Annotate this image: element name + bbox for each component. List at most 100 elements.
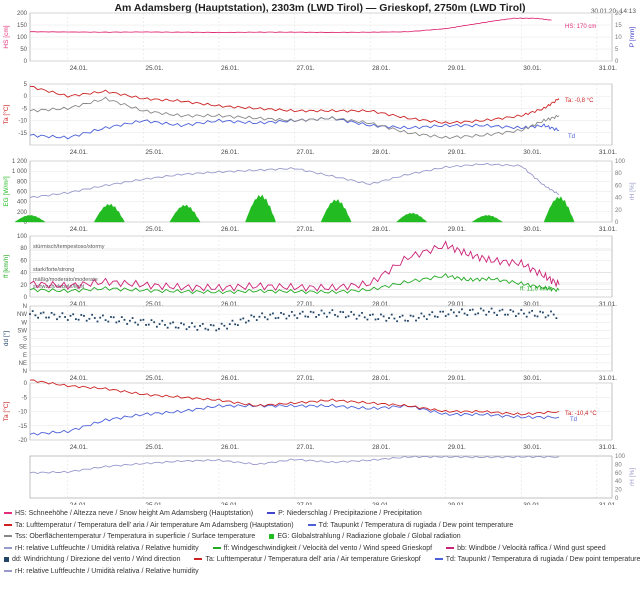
direction-point [45, 316, 48, 319]
direction-point [120, 316, 123, 319]
y-tick-label: -5 [22, 106, 28, 112]
direction-point [412, 315, 415, 318]
y-tick-label: -10 [18, 119, 27, 125]
y-tick-label: 40 [20, 271, 27, 277]
direction-point [358, 314, 361, 317]
y-axis-label: HS [cm] [3, 25, 10, 48]
direction-point [29, 313, 31, 316]
direction-point [471, 308, 474, 311]
x-tick-label: 30.01. [523, 65, 541, 72]
x-tick-label: 27.01. [297, 149, 315, 156]
direction-point [523, 312, 525, 315]
direction-point [404, 319, 407, 322]
x-tick-label: 25.01. [145, 301, 163, 308]
x-tick-label: 29.01. [448, 226, 466, 233]
direction-point [104, 319, 107, 322]
series-line-td-2 [29, 403, 560, 436]
y-tick-label-right: 60 [615, 471, 622, 477]
legend-item-td: Td: Taupunkt / Temperatura di rugiada / … [434, 556, 640, 563]
direction-point [272, 312, 274, 315]
direction-point [377, 318, 380, 320]
x-tick-label: 28.01. [372, 65, 390, 72]
direction-point [91, 313, 93, 316]
x-tick-label: 24.01. [70, 226, 88, 233]
x-tick-label: 29.01. [448, 444, 466, 451]
x-tick-label: 28.01. [372, 226, 390, 233]
y-tick-label: 0 [24, 295, 28, 301]
direction-point [461, 308, 463, 311]
direction-point [204, 327, 207, 330]
x-tick-label: 26.01. [221, 301, 239, 308]
direction-point [299, 312, 301, 315]
direction-point [50, 311, 53, 314]
y-tick-label: S [23, 337, 27, 343]
direction-point [215, 329, 218, 332]
x-tick-label: 24.01. [70, 65, 88, 72]
direction-point [85, 319, 88, 322]
direction-point [447, 313, 450, 316]
direction-point [77, 318, 80, 321]
direction-point [450, 308, 453, 311]
x-tick-label: 31.01. [599, 301, 617, 308]
panel-frame-rh2 [29, 455, 613, 499]
direction-point [347, 315, 350, 318]
direction-point [293, 314, 296, 317]
direction-point [331, 309, 334, 312]
direction-point [185, 328, 188, 331]
legend-item-ff: ff: Windgeschwindigkeit / Velocità del v… [212, 545, 432, 552]
legend-swatch [434, 558, 443, 561]
direction-point [539, 310, 542, 313]
charts-canvas: 24.01. 25.01. 26.01. 27.01. 28.01. 29.01. 30.0… [2, 11, 636, 505]
series-line-tss [29, 96, 560, 139]
direction-point [166, 326, 169, 329]
direction-point [236, 324, 239, 326]
direction-point [131, 317, 134, 319]
direction-point [88, 317, 91, 320]
direction-point [531, 309, 533, 312]
direction-point [434, 315, 436, 318]
direction-point [126, 323, 129, 325]
legend-item-ta: Ta: Lufttemperatur / Temperatura dell' a… [4, 522, 294, 529]
direction-point [371, 313, 374, 316]
direction-point [174, 326, 177, 329]
legend-label: bb: Windböe / Velocità raffica / Wind gu… [457, 544, 606, 552]
x-tick-label: 25.01. [145, 502, 163, 505]
x-tick-label: 30.01. [523, 375, 541, 382]
direction-point [139, 319, 142, 322]
direction-point [172, 321, 174, 324]
y-tick-label: 800 [17, 179, 28, 185]
y-tick-label: -15 [18, 424, 27, 430]
x-tick-label: 29.01. [448, 301, 466, 308]
direction-point [369, 314, 372, 316]
x-tick-label: 26.01. [221, 444, 239, 451]
y-tick-label: -20 [18, 438, 27, 444]
annotation-ff: ff: 11,6 km/h [520, 286, 552, 292]
direction-point [463, 312, 466, 315]
direction-point [169, 322, 172, 325]
direction-point [339, 310, 342, 313]
direction-point [255, 319, 258, 321]
y-tick-label: 80 [20, 246, 27, 252]
direction-point [323, 312, 326, 315]
x-tick-label: 28.01. [372, 301, 390, 308]
direction-point [56, 318, 58, 321]
x-tick-label: 24.01. [70, 149, 88, 156]
x-tick-label: 29.01. [448, 149, 466, 156]
wind-band-label: mäßig/moderato/moderate [33, 277, 98, 283]
y-tick-label: 150 [17, 23, 28, 29]
y-axis-label-right: rH [%] [629, 182, 636, 200]
direction-point [164, 323, 166, 326]
x-tick-label: 31.01. [599, 149, 617, 156]
direction-point [490, 307, 493, 310]
direction-point [388, 317, 390, 319]
direction-point [552, 313, 555, 316]
y-axis-label-right: P [mm] [629, 27, 636, 48]
direction-point [239, 318, 242, 321]
y-tick-label: 600 [17, 190, 28, 196]
direction-point [199, 324, 201, 327]
direction-point [191, 322, 193, 325]
y-axis-label: ff [km/h] [3, 255, 10, 278]
legend-swatch [269, 533, 275, 539]
direction-point [250, 314, 253, 317]
direction-point [366, 318, 369, 321]
